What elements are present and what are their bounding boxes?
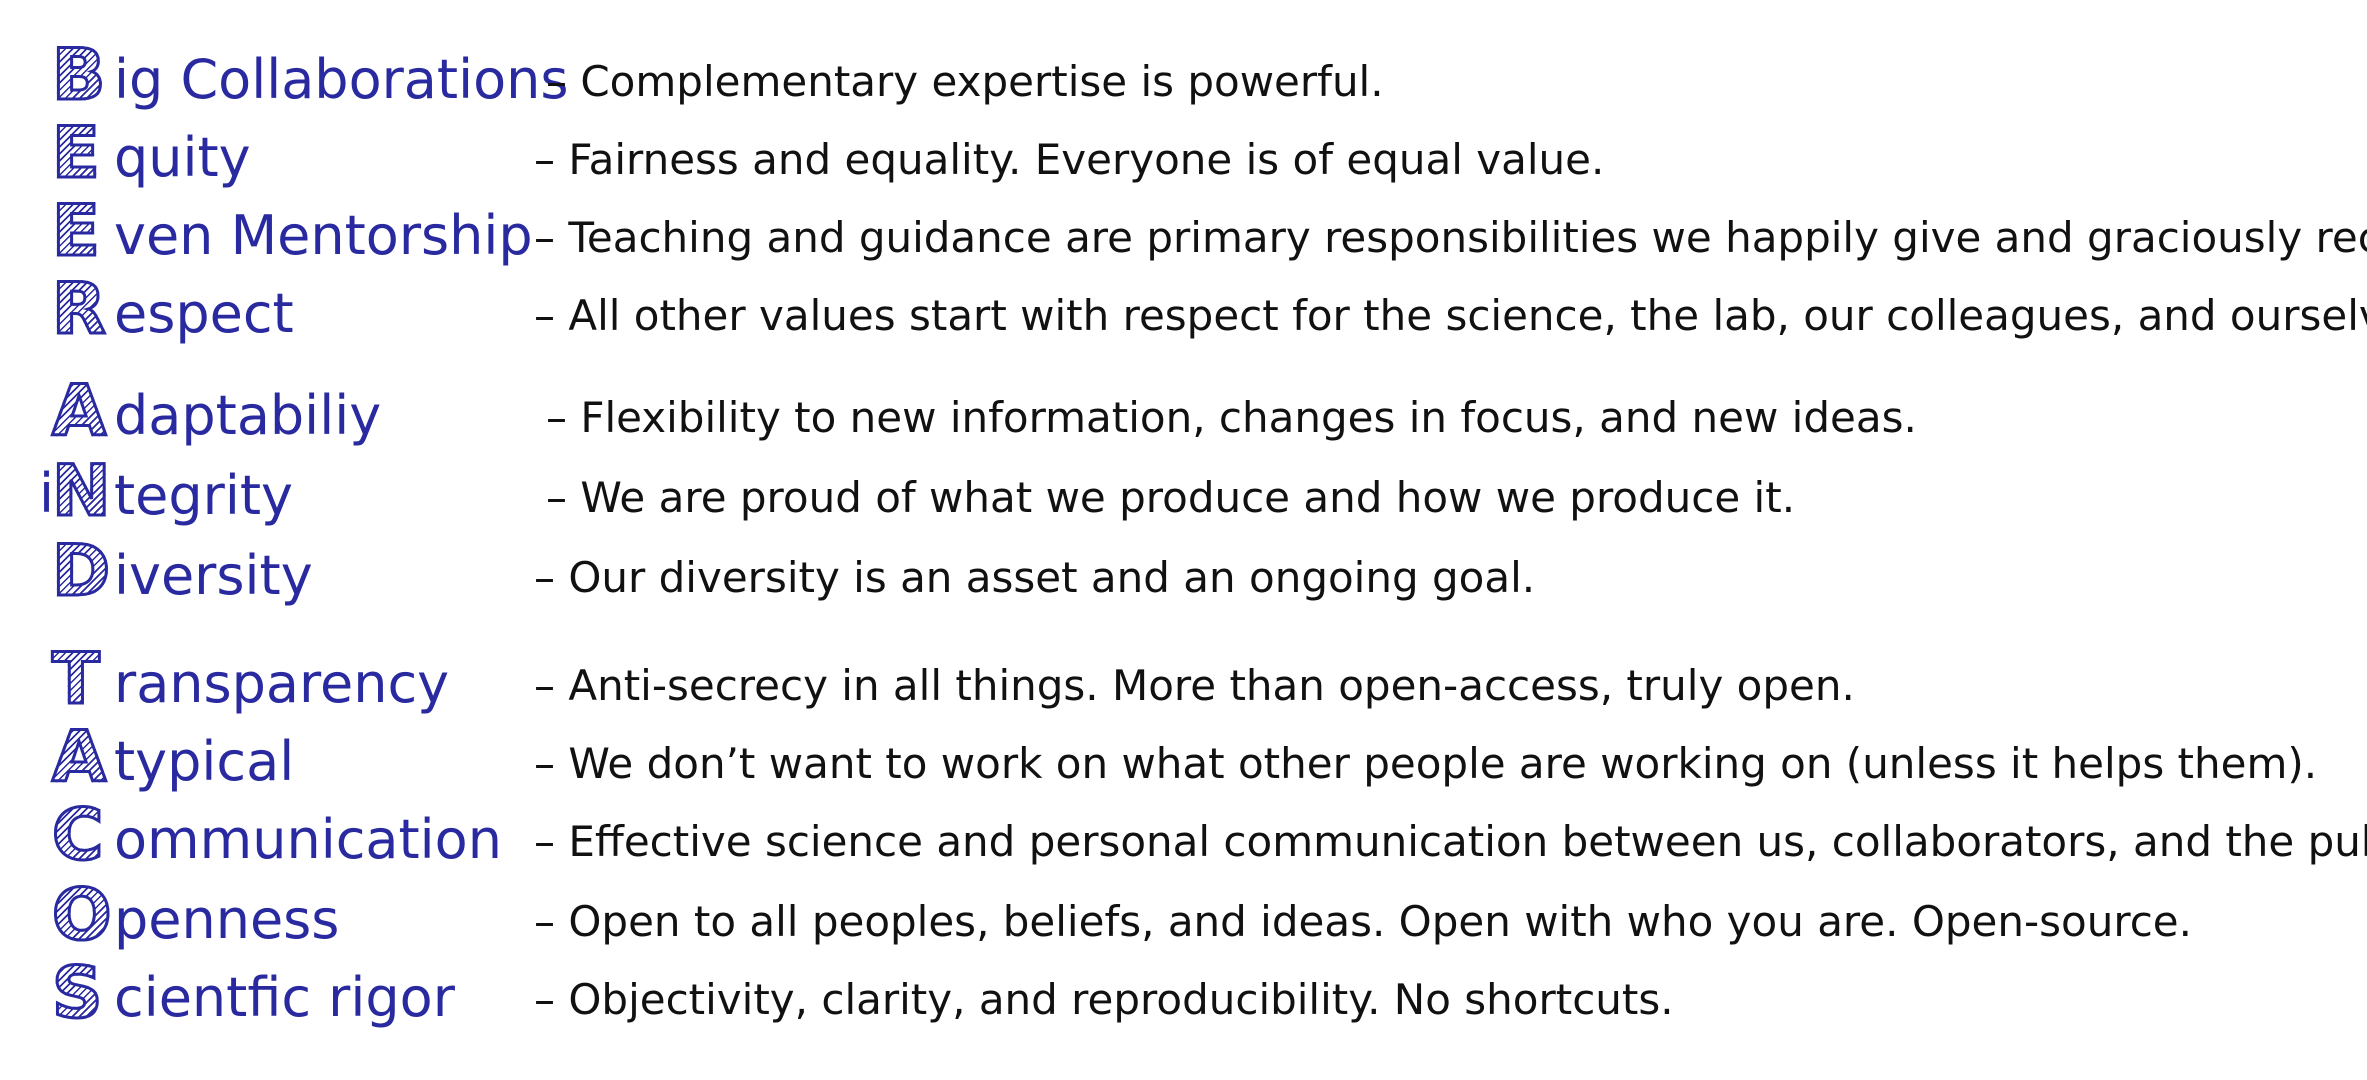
value-word: daptabiliy bbox=[114, 384, 382, 447]
value-description: – Effective science and personal communi… bbox=[534, 817, 2367, 866]
initial-letter-a: A bbox=[50, 370, 107, 452]
value-row-transparency: T ransparency – Anti-secrecy in all thin… bbox=[0, 638, 2367, 722]
initial-letter-b: B bbox=[50, 34, 106, 116]
value-description: – Our diversity is an asset and an ongoi… bbox=[534, 553, 1536, 602]
value-word: ig Collaborations bbox=[114, 48, 569, 111]
value-word: typical bbox=[114, 730, 295, 793]
value-row-integrity: i N tegrity – We are proud of what we pr… bbox=[0, 450, 2367, 534]
value-row-atypical: A typical – We don’t want to work on wha… bbox=[0, 716, 2367, 800]
value-prefix: i bbox=[38, 462, 54, 525]
value-word: ransparency bbox=[114, 652, 450, 715]
value-description: – All other values start with respect fo… bbox=[534, 291, 2367, 340]
value-row-diversity: D iversity – Our diversity is an asset a… bbox=[0, 530, 2367, 614]
initial-letter-r: R bbox=[51, 268, 108, 350]
value-description: – Flexibility to new information, change… bbox=[546, 393, 1917, 442]
value-description: – We don’t want to work on what other pe… bbox=[534, 739, 2318, 788]
value-word: ommunication bbox=[114, 808, 502, 871]
value-word: espect bbox=[114, 282, 294, 345]
value-word: iversity bbox=[114, 544, 313, 607]
initial-letter-e: E bbox=[51, 190, 102, 272]
initial-letter-n: N bbox=[51, 450, 113, 532]
value-description: – Open to all peoples, beliefs, and idea… bbox=[534, 897, 2192, 946]
value-row-scientific-rigor: S cientfic rigor – Objectivity, clarity,… bbox=[0, 952, 2367, 1036]
value-row-respect: R espect – All other values start with r… bbox=[0, 268, 2367, 352]
initial-letter-d: D bbox=[50, 530, 111, 612]
initial-letter-e: E bbox=[51, 112, 102, 194]
value-description: – We are proud of what we produce and ho… bbox=[546, 473, 1796, 522]
value-row-adaptability: A daptabiliy – Flexibility to new inform… bbox=[0, 370, 2367, 454]
value-word: tegrity bbox=[114, 464, 294, 527]
initial-letter-s: S bbox=[50, 952, 103, 1034]
initial-letter-a: A bbox=[50, 716, 107, 798]
value-row-communication: C ommunication – Effective science and p… bbox=[0, 794, 2367, 878]
value-word: cientfic rigor bbox=[114, 966, 455, 1029]
value-row-equity: E quity – Fairness and equality. Everyon… bbox=[0, 112, 2367, 196]
initial-letter-t: T bbox=[51, 638, 102, 720]
initial-letter-o: O bbox=[51, 874, 113, 956]
value-description: – Complementary expertise is powerful. bbox=[546, 57, 1384, 106]
value-row-openness: O penness – Open to all peoples, beliefs… bbox=[0, 874, 2367, 958]
value-description: – Teaching and guidance are primary resp… bbox=[534, 213, 2367, 262]
value-row-big-collaborations: B ig Collaborations – Complementary expe… bbox=[0, 34, 2367, 118]
value-word: penness bbox=[114, 888, 340, 951]
value-description: – Objectivity, clarity, and reproducibil… bbox=[534, 975, 1674, 1024]
value-word: quity bbox=[114, 126, 251, 189]
value-description: – Anti-secrecy in all things. More than … bbox=[534, 661, 1855, 710]
initial-letter-c: C bbox=[50, 794, 104, 876]
value-word: ven Mentorship bbox=[114, 204, 533, 267]
value-description: – Fairness and equality. Everyone is of … bbox=[534, 135, 1605, 184]
value-row-even-mentorship: E ven Mentorship – Teaching and guidance… bbox=[0, 190, 2367, 274]
